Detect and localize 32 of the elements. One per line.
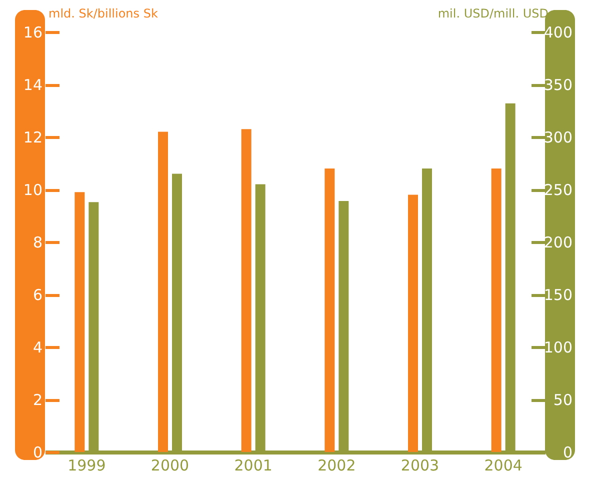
x-tick-label: 2004 (484, 456, 522, 474)
y-tick-label: 12 (23, 128, 42, 146)
bar (158, 132, 168, 452)
y2-tick-label: 400 (544, 24, 572, 42)
x-tick-label: 2003 (400, 456, 440, 474)
x-tick-label: 2002 (318, 456, 356, 474)
y-tick-label: 0 (32, 444, 42, 462)
y-tick-label: 4 (32, 338, 42, 356)
y2-tick-label: 50 (553, 391, 572, 409)
y2-tick-label: 250 (544, 181, 572, 199)
y2-axis-title: mil. USD/mill. USD (438, 6, 548, 20)
y-tick-label: 10 (23, 181, 42, 199)
bar (324, 168, 335, 452)
y-axis-title: mld. Sk/billions Sk (48, 6, 158, 20)
y2-tick-label: 100 (544, 338, 572, 356)
y-tick-label: 2 (32, 391, 42, 409)
y2-tick-label: 150 (544, 286, 572, 304)
y2-tick-label: 300 (544, 128, 572, 146)
bar (241, 129, 252, 452)
x-tick-label: 1999 (68, 456, 106, 474)
bar (74, 192, 85, 452)
bar (491, 168, 502, 452)
y-tick-label: 16 (23, 24, 42, 42)
y-tick-label: 8 (32, 234, 42, 252)
bar (408, 194, 418, 452)
x-tick-label: 2001 (234, 456, 272, 474)
y-tick-label: 6 (32, 286, 42, 304)
y-tick-label: 14 (23, 76, 42, 94)
x-tick-label: 2000 (150, 456, 190, 474)
y2-tick-label: 350 (544, 76, 572, 94)
y2-tick-label: 200 (544, 234, 572, 252)
y2-tick-label: 0 (562, 444, 572, 462)
